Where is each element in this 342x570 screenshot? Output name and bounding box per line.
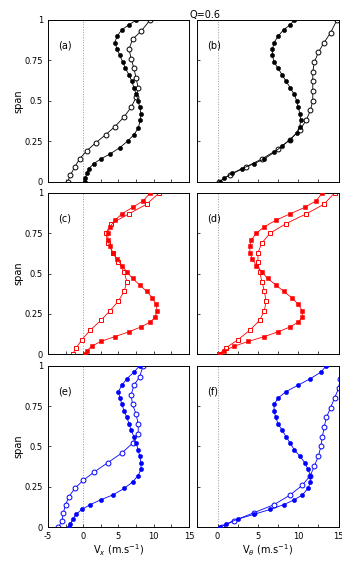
Y-axis label: span: span (13, 262, 23, 286)
Text: (e): (e) (58, 386, 71, 397)
Text: (d): (d) (207, 214, 221, 224)
Y-axis label: span: span (13, 435, 23, 458)
Text: Q=0.6: Q=0.6 (190, 10, 221, 21)
X-axis label: V$_\theta$ (m.s$^{-1}$): V$_\theta$ (m.s$^{-1}$) (242, 543, 294, 558)
Text: (a): (a) (58, 41, 71, 51)
X-axis label: V$_x$ (m.s$^{-1}$): V$_x$ (m.s$^{-1}$) (93, 543, 144, 558)
Text: (f): (f) (207, 386, 218, 397)
Text: (b): (b) (207, 41, 221, 51)
Text: (c): (c) (58, 214, 71, 224)
Y-axis label: span: span (13, 89, 23, 112)
